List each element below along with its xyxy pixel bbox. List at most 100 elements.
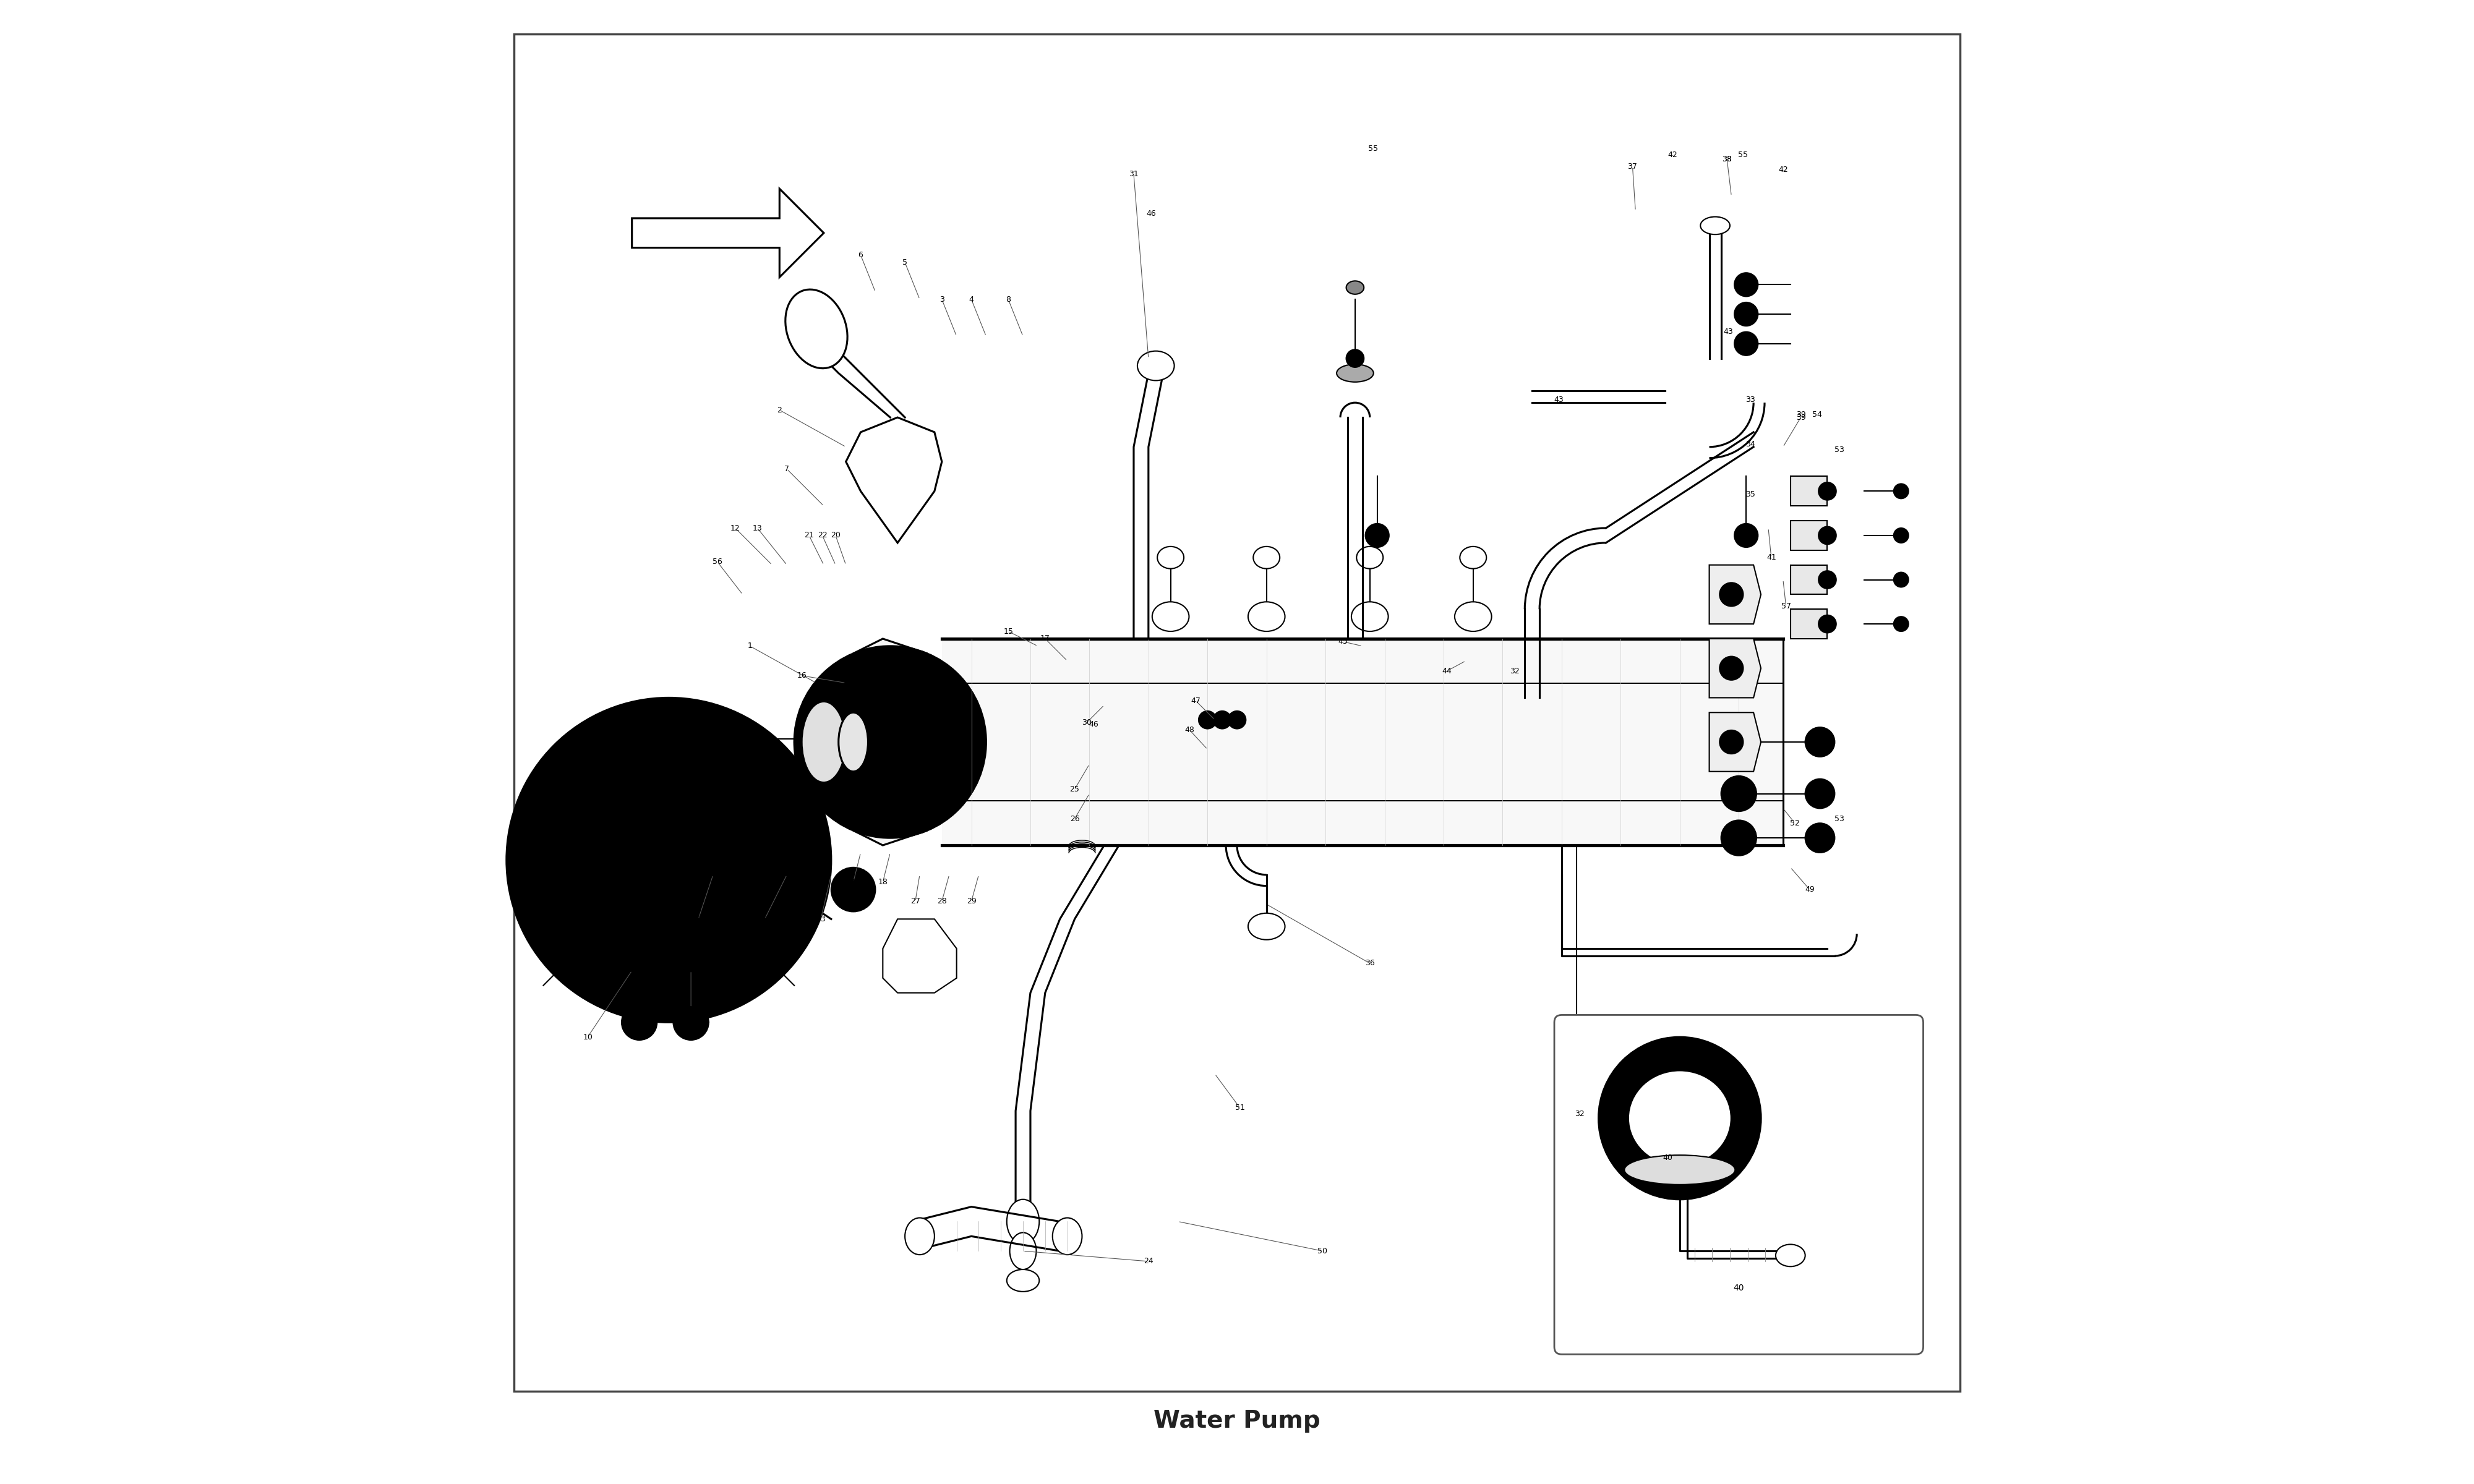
Circle shape [1564, 1070, 1588, 1094]
Text: 29: 29 [967, 898, 977, 905]
Text: 47: 47 [1190, 696, 1200, 705]
Circle shape [1719, 583, 1744, 607]
Text: 32: 32 [1573, 1110, 1583, 1117]
Bar [1791, 476, 1828, 506]
Text: 51: 51 [1235, 1104, 1244, 1112]
Ellipse shape [784, 289, 849, 368]
Text: 39: 39 [1796, 414, 1806, 421]
Circle shape [1734, 273, 1759, 297]
Ellipse shape [1051, 1218, 1081, 1254]
Text: 15: 15 [1004, 628, 1014, 635]
Text: 50: 50 [1319, 1247, 1329, 1255]
Text: 30: 30 [1081, 718, 1091, 727]
Circle shape [1346, 350, 1363, 367]
Text: 31: 31 [1128, 171, 1138, 178]
Circle shape [1620, 1060, 1739, 1177]
Text: 55: 55 [1368, 145, 1378, 153]
Ellipse shape [1007, 1199, 1039, 1244]
Ellipse shape [1007, 1269, 1039, 1291]
Text: 21: 21 [804, 531, 814, 540]
Text: 38: 38 [1722, 156, 1732, 163]
Text: 6: 6 [858, 251, 863, 260]
Circle shape [1722, 821, 1757, 856]
Circle shape [1212, 711, 1232, 729]
Circle shape [794, 646, 987, 838]
Text: 14: 14 [760, 916, 769, 923]
Ellipse shape [1346, 280, 1363, 294]
Text: 28: 28 [938, 898, 948, 905]
Ellipse shape [1455, 603, 1492, 631]
Text: 25: 25 [1069, 785, 1079, 794]
Text: 39: 39 [1796, 411, 1806, 418]
Text: 55: 55 [1739, 151, 1749, 159]
Circle shape [1806, 727, 1836, 757]
Circle shape [1893, 528, 1907, 543]
Text: 42: 42 [1779, 166, 1789, 174]
Text: 54: 54 [1811, 785, 1821, 794]
Bar [943, 638, 1784, 846]
Text: 4: 4 [970, 295, 975, 303]
Text: 53: 53 [1833, 445, 1843, 454]
Text: 46: 46 [1145, 209, 1155, 218]
Circle shape [1734, 332, 1759, 356]
Text: 40: 40 [1663, 1155, 1672, 1162]
Polygon shape [631, 188, 824, 278]
Ellipse shape [1625, 1155, 1734, 1184]
Text: 54: 54 [1811, 411, 1821, 418]
Ellipse shape [1247, 913, 1284, 939]
Text: 42: 42 [1667, 151, 1677, 159]
Text: 11: 11 [685, 1003, 695, 1012]
Polygon shape [816, 638, 972, 846]
Text: 20: 20 [831, 531, 841, 540]
Text: 36: 36 [1366, 959, 1376, 968]
Ellipse shape [1247, 603, 1284, 631]
Text: 40: 40 [1734, 1284, 1744, 1293]
Ellipse shape [1564, 1125, 1591, 1140]
Circle shape [876, 727, 905, 757]
Polygon shape [846, 417, 943, 543]
Text: 8: 8 [1007, 295, 1012, 303]
Ellipse shape [1153, 603, 1190, 631]
Circle shape [1719, 730, 1744, 754]
Text: 1: 1 [747, 643, 752, 650]
Ellipse shape [1254, 546, 1279, 568]
Ellipse shape [1356, 546, 1383, 568]
Text: Water Pump: Water Pump [1153, 1408, 1321, 1432]
Text: 3: 3 [940, 295, 945, 303]
Text: 52: 52 [1791, 819, 1799, 827]
Text: 46: 46 [1089, 720, 1098, 729]
Circle shape [1893, 484, 1907, 499]
Ellipse shape [1460, 546, 1487, 568]
Ellipse shape [1138, 352, 1175, 380]
Text: 22: 22 [816, 531, 826, 540]
Circle shape [621, 1005, 658, 1040]
Text: 56: 56 [713, 558, 722, 565]
Text: 27: 27 [910, 898, 920, 905]
Text: 24: 24 [1143, 1257, 1153, 1266]
Text: 37: 37 [1628, 163, 1638, 171]
Text: 34: 34 [1747, 439, 1757, 448]
Text: 9: 9 [695, 916, 700, 923]
Circle shape [1366, 524, 1388, 548]
Circle shape [638, 831, 698, 889]
Circle shape [1818, 482, 1836, 500]
Circle shape [1893, 616, 1907, 631]
Circle shape [673, 1005, 708, 1040]
Polygon shape [1710, 712, 1761, 772]
Text: 41: 41 [1766, 554, 1776, 561]
FancyBboxPatch shape [1554, 1015, 1922, 1355]
Text: 53: 53 [1833, 815, 1843, 822]
Circle shape [1722, 776, 1757, 812]
Text: 13: 13 [752, 524, 762, 533]
Text: 33: 33 [1747, 396, 1757, 404]
Circle shape [1893, 573, 1907, 588]
Ellipse shape [802, 702, 846, 782]
Circle shape [507, 697, 831, 1022]
Circle shape [1806, 779, 1836, 809]
Text: 43: 43 [1724, 328, 1734, 335]
Text: 23: 23 [816, 916, 826, 923]
Text: 57: 57 [1781, 603, 1791, 610]
Circle shape [1818, 614, 1836, 632]
Circle shape [1818, 527, 1836, 545]
Text: 43: 43 [1554, 396, 1564, 404]
